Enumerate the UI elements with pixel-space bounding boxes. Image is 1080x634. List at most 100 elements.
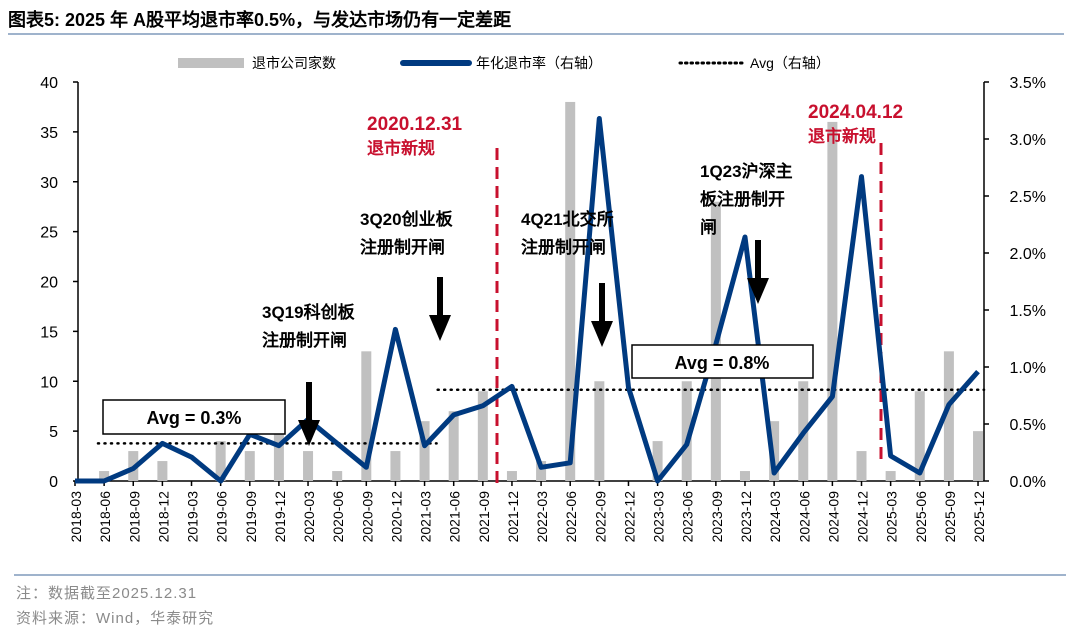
x-tick-label: 2022-03 xyxy=(534,491,550,543)
bar-2020-06 xyxy=(332,471,343,481)
bar-2024-09 xyxy=(827,121,838,482)
bar-2025-06 xyxy=(914,391,925,481)
arrow-down-icon xyxy=(298,382,320,446)
bar-2020-03 xyxy=(303,451,314,481)
avg1-box xyxy=(102,399,286,435)
x-tick-label: 2024-12 xyxy=(855,491,871,543)
left-tick-label: 25 xyxy=(40,225,58,242)
bar-2022-06 xyxy=(565,101,576,481)
avg2-box xyxy=(631,344,814,379)
legend: 退市公司家数 年化退市率（右轴） Avg（右轴） xyxy=(178,55,830,71)
x-tick-label: 2023-06 xyxy=(680,491,696,543)
bar-2022-03 xyxy=(536,461,547,481)
arrow-down-icon xyxy=(591,283,613,347)
exit-rate-line xyxy=(75,116,980,484)
x-tick-label: 2023-09 xyxy=(709,491,725,543)
x-tick-label: 2019-12 xyxy=(272,491,288,543)
bar-2019-09 xyxy=(244,451,255,481)
x-tick-label: 2019-06 xyxy=(214,491,230,543)
right-tick-label: 2.5% xyxy=(1010,189,1046,206)
avg1-label: Avg = 0.3% xyxy=(147,408,242,428)
star-annotation-1: 3Q19科创板 xyxy=(262,302,356,322)
bse-annotation-1: 4Q21北交所 xyxy=(521,209,614,229)
x-tick-label: 2022-09 xyxy=(592,491,608,543)
annotations: 2020.12.31 退市新规 2024.04.12 退市新规 3Q19科创板 … xyxy=(102,102,903,446)
right-tick-label: 1.5% xyxy=(1010,303,1046,320)
arrow-down-icon xyxy=(747,240,769,304)
x-tick-label: 2023-12 xyxy=(738,491,754,543)
chart-title: 图表5: 2025 年 A股平均退市率0.5%，与发达市场仍有一定差距 xyxy=(8,10,512,30)
bar-2018-12 xyxy=(157,461,168,481)
main-annotation-3: 闸 xyxy=(700,217,717,237)
x-tick-label: 2025-12 xyxy=(971,491,987,543)
bar-2020-12 xyxy=(390,451,401,481)
bar-2025-03 xyxy=(885,471,896,481)
bar-2024-12 xyxy=(856,451,867,481)
avg2-label: Avg = 0.8% xyxy=(675,353,770,373)
x-tick-label: 2025-09 xyxy=(942,491,958,543)
gem-annotation-1: 3Q20创业板 xyxy=(360,209,454,229)
bar-2023-12 xyxy=(739,471,750,481)
x-tick-label: 2020-09 xyxy=(359,491,375,543)
x-tick-label: 2018-06 xyxy=(97,491,113,543)
x-tick-label: 2020-06 xyxy=(330,491,346,543)
left-tick-label: 10 xyxy=(40,374,58,391)
bar-2025-09 xyxy=(943,351,954,481)
star-annotation-2: 注册制开闸 xyxy=(262,330,347,350)
bar-2018-06 xyxy=(99,471,110,481)
rule2-date: 2024.04.12 xyxy=(808,102,903,123)
left-tick-label: 15 xyxy=(40,324,58,341)
right-tick-label: 3.5% xyxy=(1010,75,1046,92)
legend-avg-label: Avg（右轴） xyxy=(750,55,830,71)
left-tick-label: 5 xyxy=(49,424,58,441)
rule1-date: 2020.12.31 xyxy=(367,114,463,135)
rule1-label: 退市新规 xyxy=(367,138,435,158)
legend-bar-swatch xyxy=(178,58,244,68)
main-annotation-2: 板注册制开 xyxy=(700,189,785,209)
x-tick-label: 2021-09 xyxy=(476,491,492,543)
footer-divider xyxy=(14,574,1066,576)
x-tick-label: 2018-03 xyxy=(68,491,84,543)
left-tick-label: 40 xyxy=(40,75,58,92)
x-tick-label: 2025-06 xyxy=(913,491,929,543)
x-tick-label: 2024-09 xyxy=(825,491,841,543)
bar-2023-06 xyxy=(681,381,692,481)
left-tick-label: 20 xyxy=(40,275,58,292)
left-tick-label: 30 xyxy=(40,175,58,192)
right-tick-label: 2.0% xyxy=(1010,246,1046,263)
bar-2021-09 xyxy=(477,391,488,481)
footnote: 注：数据截至2025.12.31 xyxy=(16,585,198,602)
x-tick-label: 2025-03 xyxy=(884,491,900,543)
x-tick-label: 2018-09 xyxy=(126,491,142,543)
left-tick-label: 35 xyxy=(40,125,58,142)
gem-annotation-2: 注册制开闸 xyxy=(360,237,445,257)
x-tick-label: 2024-06 xyxy=(796,491,812,543)
bar-2019-12 xyxy=(273,431,284,481)
bar-2025-12 xyxy=(973,431,984,481)
x-tick-label: 2020-03 xyxy=(301,491,317,543)
x-tick-label: 2021-03 xyxy=(418,491,434,543)
left-tick-label: 0 xyxy=(49,474,58,491)
bar-2020-09 xyxy=(361,351,372,481)
x-tick-label: 2024-03 xyxy=(767,491,783,543)
x-tick-label: 2023-03 xyxy=(651,491,667,543)
right-tick-label: 0.5% xyxy=(1010,417,1046,434)
x-tick-label: 2018-12 xyxy=(155,491,171,543)
main-annotation-1: 1Q23沪深主 xyxy=(700,161,793,181)
x-tick-label: 2019-03 xyxy=(185,491,201,543)
bar-2021-12 xyxy=(506,471,517,481)
bar-2024-03 xyxy=(769,421,780,481)
source-note: 资料来源：Wind，华泰研究 xyxy=(16,610,215,627)
title-divider xyxy=(8,33,1064,35)
bar-2019-06 xyxy=(215,441,226,481)
bar-2021-03 xyxy=(419,421,430,481)
right-tick-label: 0.0% xyxy=(1010,474,1046,491)
x-tick-label: 2021-06 xyxy=(447,491,463,543)
arrow-down-icon xyxy=(429,277,451,341)
legend-bar-label: 退市公司家数 xyxy=(252,55,336,71)
right-tick-label: 1.0% xyxy=(1010,360,1046,377)
x-tick-label: 2022-12 xyxy=(621,491,637,543)
bar-2023-03 xyxy=(652,441,663,481)
x-tick-label: 2020-12 xyxy=(388,491,404,543)
